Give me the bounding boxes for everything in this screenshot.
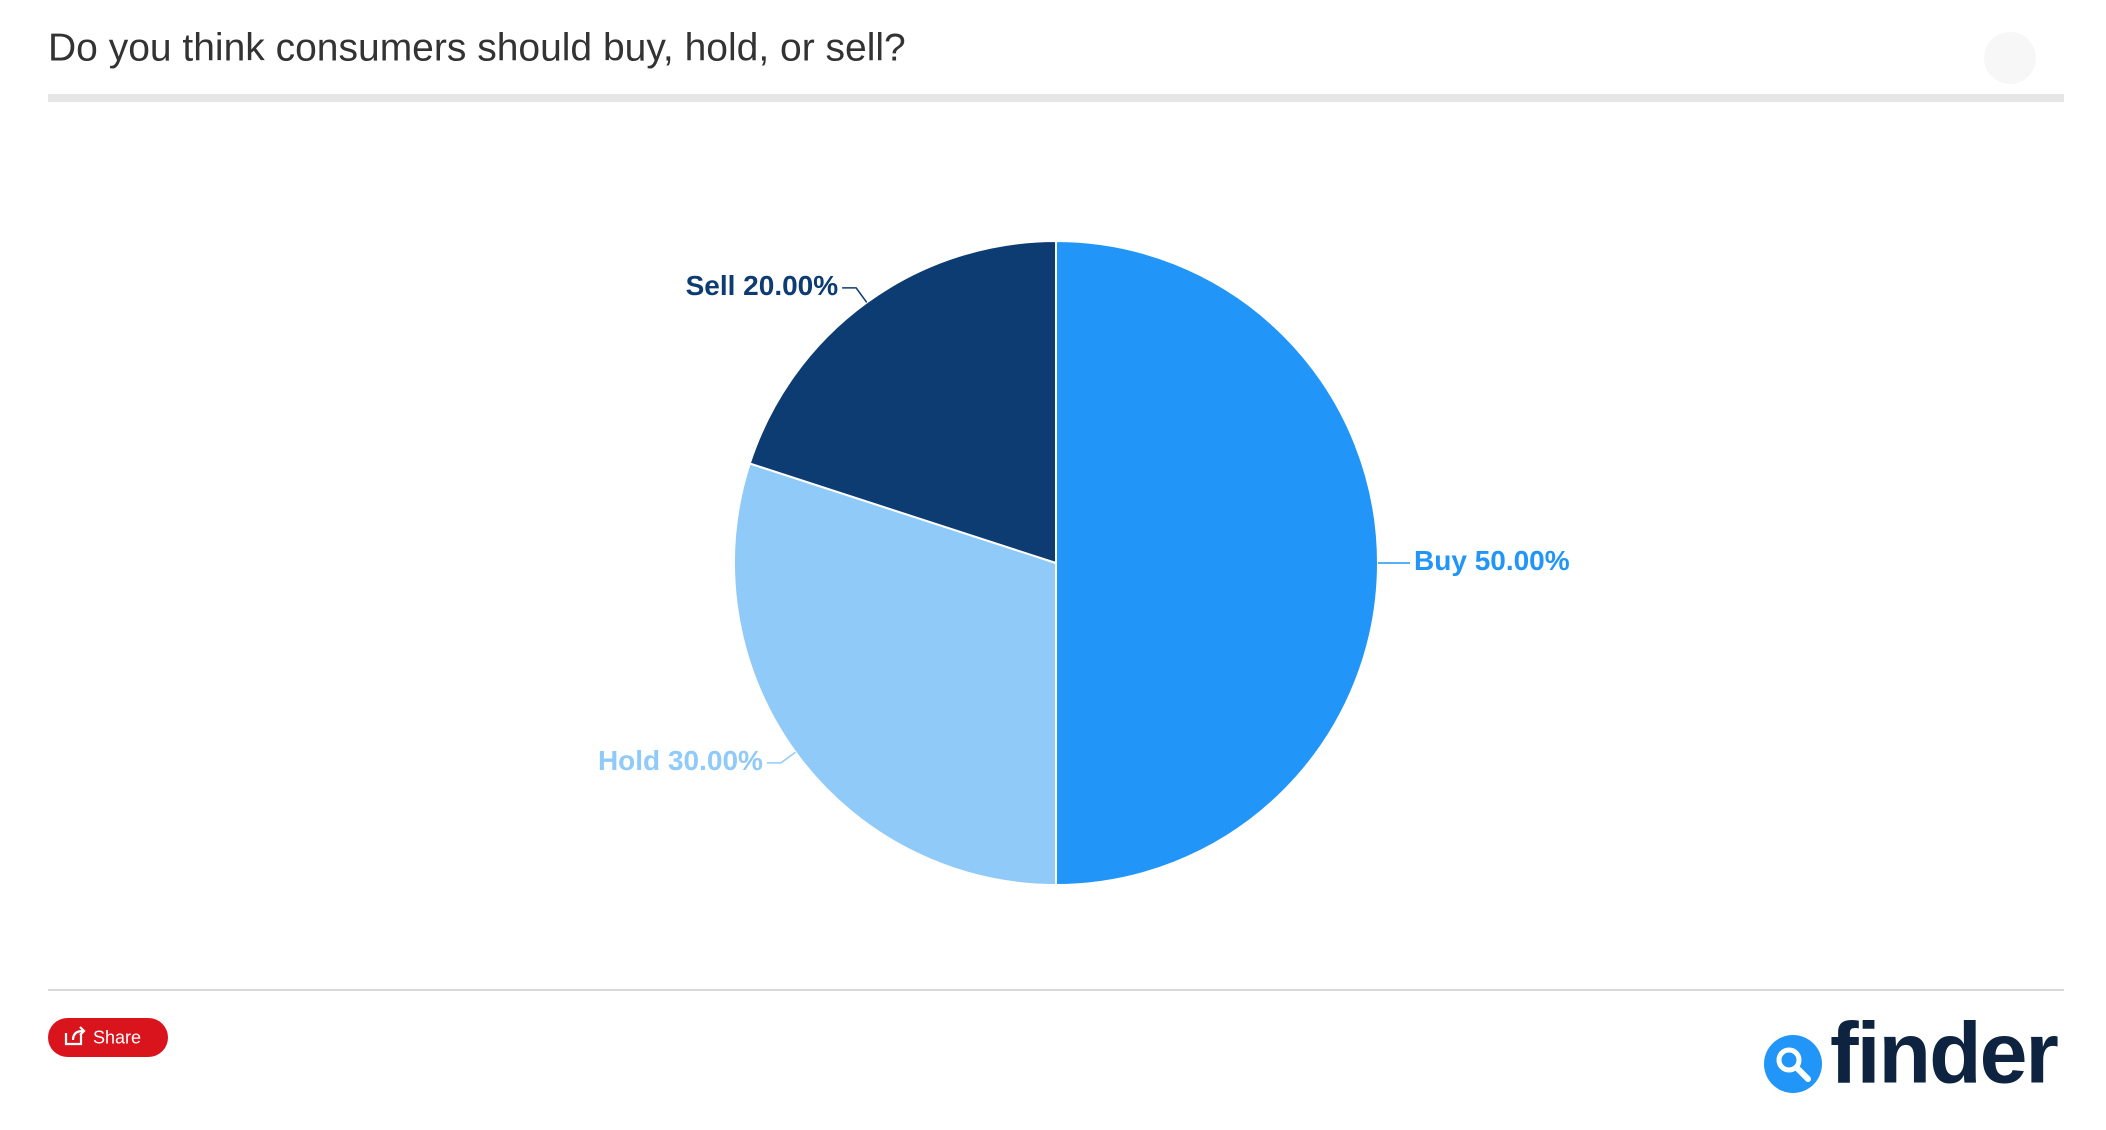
pie-slice <box>733 462 1057 887</box>
logo-handle <box>1794 1065 1811 1082</box>
category-label: Sell <box>686 270 736 301</box>
data-label: Sell 20.00% <box>686 270 839 301</box>
leader-line <box>842 287 868 303</box>
value-label: 50.00% <box>1475 545 1570 576</box>
logo-circle <box>1764 1035 1822 1093</box>
title-rule <box>48 94 2064 102</box>
chart-title: Do you think consumers should buy, hold,… <box>48 26 906 69</box>
value-label: 30.00% <box>668 745 763 776</box>
data-label: Hold 30.00% <box>598 745 763 776</box>
category-label: Buy <box>1414 545 1467 576</box>
value-label: 20.00% <box>743 270 838 301</box>
share-background[interactable] <box>48 1018 168 1057</box>
brand-logo: finder <box>1764 1006 2060 1102</box>
brand-name: finder <box>1830 1006 2058 1102</box>
logo-lens <box>1776 1047 1802 1073</box>
share-button[interactable]: Share <box>48 1018 168 1057</box>
category-label: Hold <box>598 745 660 776</box>
data-label: Buy 50.00% <box>1414 545 1570 576</box>
share-label[interactable]: Share <box>93 1027 141 1047</box>
leader-line <box>766 751 796 764</box>
share-icon[interactable] <box>64 1026 86 1046</box>
menu-button[interactable] <box>1984 32 2036 84</box>
pie-slice <box>748 239 1057 565</box>
